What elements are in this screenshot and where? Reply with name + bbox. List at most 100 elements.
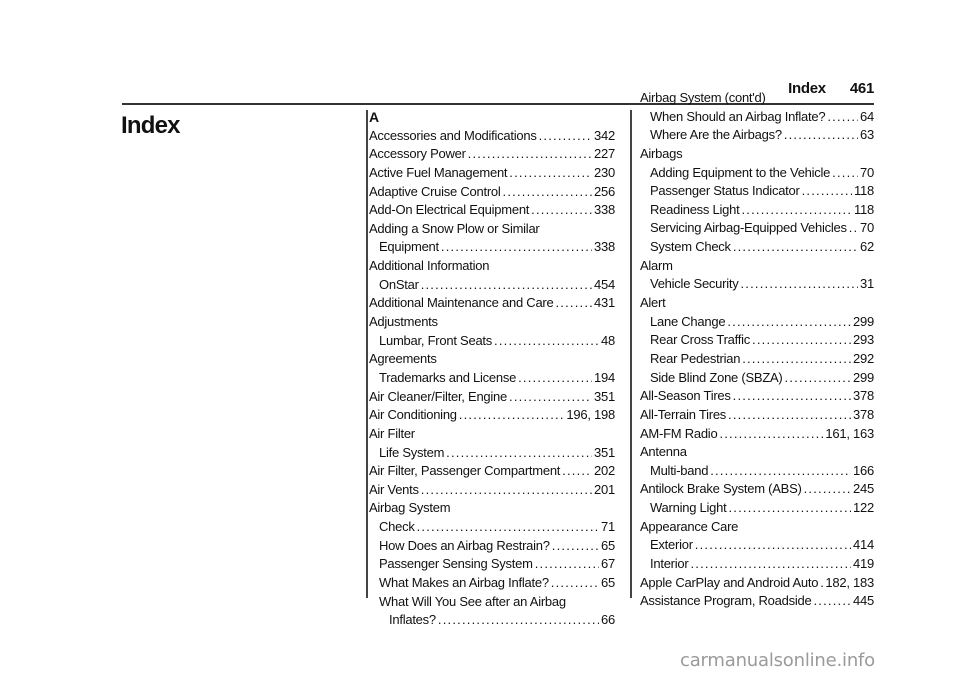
entry-page: 419 — [853, 556, 874, 572]
page-title: Index — [121, 112, 180, 139]
index-entry: Exterior 414 — [640, 536, 874, 555]
letter-heading-text: A — [369, 109, 379, 125]
entry-page: 63 — [860, 127, 874, 143]
index-entry: Adding Equipment to the Vehicle 70 — [640, 164, 874, 183]
entry-text: Rear Pedestrian — [650, 350, 741, 366]
dot-leader — [728, 406, 851, 425]
entry-page: 67 — [601, 556, 615, 572]
index-entry: Trademarks and License 194 — [369, 369, 615, 388]
index-column-2: Airbag System (cont'd) When Should an Air… — [640, 89, 874, 611]
entry-page: 62 — [860, 239, 874, 255]
entry-page: 299 — [853, 369, 874, 385]
dot-leader — [820, 574, 823, 593]
entry-page: 454 — [594, 276, 615, 292]
entry-page: 338 — [594, 239, 615, 255]
entry-text: Air Filter — [369, 425, 415, 441]
dot-leader — [742, 350, 851, 369]
entry-page: 166 — [853, 462, 874, 478]
entry-text: All-Season Tires — [640, 388, 731, 404]
index-entry: Passenger Status Indicator 118 — [640, 182, 874, 201]
entry-text: Air Conditioning — [369, 407, 457, 423]
index-entry: Antilock Brake System (ABS) 245 — [640, 480, 874, 499]
index-entry: Airbags — [640, 145, 874, 164]
index-entry: Rear Cross Traffic 293 — [640, 331, 874, 350]
entry-text: What Will You See after an Airbag — [379, 593, 566, 609]
entry-page: 118 — [854, 201, 874, 217]
entry-page: 161, 163 — [825, 425, 874, 441]
index-entry: Add-On Electrical Equipment 338 — [369, 201, 615, 220]
dot-leader — [503, 183, 593, 202]
entry-text: Check — [379, 519, 415, 535]
entry-text: Adding Equipment to the Vehicle — [650, 164, 831, 180]
entry-text: Servicing Airbag-Equipped Vehicles — [650, 220, 847, 236]
entry-page: 256 — [594, 183, 615, 199]
index-entry: System Check 62 — [640, 238, 874, 257]
header-section: Index — [788, 80, 826, 97]
entry-text: Alarm — [640, 257, 673, 273]
index-entry: Air Vents 201 — [369, 481, 615, 500]
index-entry: Passenger Sensing System 67 — [369, 555, 615, 574]
column-divider — [366, 110, 368, 598]
entry-page: 230 — [594, 164, 615, 180]
index-entry: Airbag System — [369, 499, 615, 518]
letter-heading: A — [369, 108, 615, 127]
index-entry: Warning Light 122 — [640, 499, 874, 518]
dot-leader — [531, 201, 592, 220]
dot-leader — [494, 332, 599, 351]
index-entry: AM-FM Radio 161, 163 — [640, 425, 874, 444]
entry-text: Inflates? — [389, 612, 436, 628]
entry-page: 48 — [601, 332, 615, 348]
dot-leader — [832, 164, 858, 183]
index-entry: All-Season Tires 378 — [640, 387, 874, 406]
entry-page: 245 — [853, 481, 874, 497]
index-entry: Air Cleaner/Filter, Engine 351 — [369, 388, 615, 407]
entry-text: Adjustments — [369, 314, 438, 330]
index-entry: Air Conditioning 196, 198 — [369, 406, 615, 425]
index-entry: Apple CarPlay and Android Auto 182, 183 — [640, 574, 874, 593]
index-entry: Rear Pedestrian 292 — [640, 350, 874, 369]
entry-page: 202 — [594, 463, 615, 479]
entry-text: AM-FM Radio — [640, 425, 718, 441]
entry-text: System Check — [650, 239, 731, 255]
index-entry: Servicing Airbag-Equipped Vehicles 70 — [640, 219, 874, 238]
index-entry: Interior 419 — [640, 555, 874, 574]
index-entry: Life System 351 — [369, 444, 615, 463]
index-entry: Air Filter, Passenger Compartment 202 — [369, 462, 615, 481]
index-entry: Agreements — [369, 350, 615, 369]
entry-text: Additional Maintenance and Care — [369, 295, 554, 311]
index-entry: Appearance Care — [640, 518, 874, 537]
entry-page: 64 — [860, 108, 874, 124]
index-entry: Vehicle Security 31 — [640, 275, 874, 294]
entry-text: Active Fuel Management — [369, 164, 508, 180]
dot-leader — [719, 425, 823, 444]
dot-leader — [421, 481, 592, 500]
running-header: Index 461 — [788, 80, 874, 97]
index-entry: Active Fuel Management 230 — [369, 164, 615, 183]
index-entry: Alarm — [640, 257, 874, 276]
entry-text: Life System — [379, 444, 445, 460]
entry-text: Antilock Brake System (ABS) — [640, 481, 802, 497]
dot-leader — [690, 555, 851, 574]
index-entry: Readiness Light 118 — [640, 201, 874, 220]
entry-text: All-Terrain Tires — [640, 406, 727, 422]
entry-text: When Should an Airbag Inflate? — [650, 108, 826, 124]
entry-page: 122 — [853, 500, 874, 516]
index-entry: Multi-band 166 — [640, 462, 874, 481]
entry-text: Airbag System (cont'd) — [640, 90, 766, 105]
entry-text: How Does an Airbag Restrain? — [379, 537, 550, 553]
entry-text: Antenna — [640, 444, 687, 460]
entry-page: 338 — [594, 202, 615, 218]
entry-page: 194 — [594, 369, 615, 385]
dot-leader — [802, 182, 852, 201]
dot-leader — [785, 369, 852, 388]
entry-text: Interior — [650, 556, 689, 572]
index-entry: Inflates? 66 — [369, 611, 615, 630]
index-entry: When Should an Airbag Inflate? 64 — [640, 108, 874, 127]
entry-text: OnStar — [379, 276, 419, 292]
index-entry: Additional Maintenance and Care 431 — [369, 294, 615, 313]
column-divider — [630, 110, 632, 598]
entry-text: Air Cleaner/Filter, Engine — [369, 388, 508, 404]
entry-page: 351 — [594, 444, 615, 460]
dot-leader — [539, 127, 592, 146]
entry-page: 118 — [854, 183, 874, 199]
